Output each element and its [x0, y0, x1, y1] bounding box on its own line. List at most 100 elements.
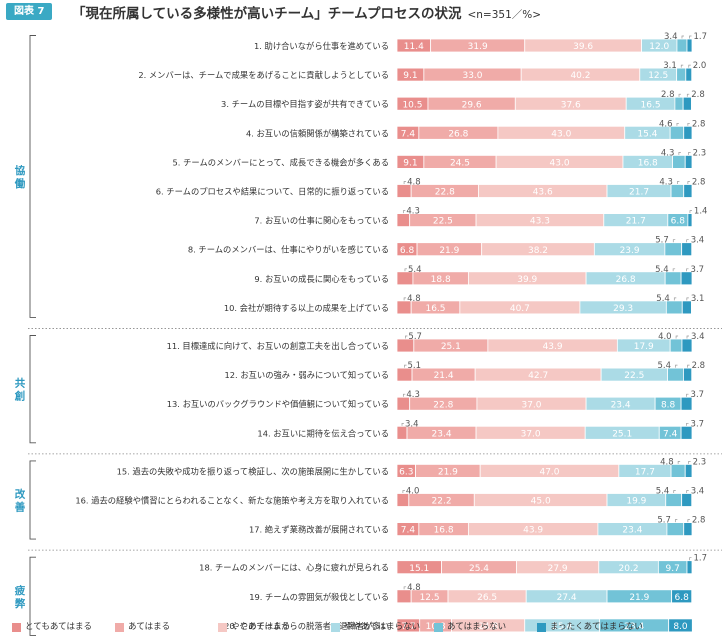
- data-label: 25.4: [552, 622, 572, 632]
- data-label: 33.0: [462, 71, 482, 81]
- bar-segment: [682, 96, 692, 111]
- data-label: 43.0: [551, 129, 571, 139]
- data-label-callout: 3.7: [691, 265, 705, 275]
- data-label: 25.4: [469, 564, 489, 574]
- legend-swatch: [331, 623, 340, 632]
- data-label-callout: 4.8: [407, 583, 421, 593]
- data-label: 25.1: [612, 429, 632, 439]
- leader-line: [672, 268, 676, 272]
- group-label: 疲: [15, 584, 26, 597]
- data-label: 9.7: [666, 564, 680, 574]
- data-label-callout: 5.7: [657, 516, 671, 526]
- leader-line: [689, 210, 692, 214]
- data-label-callout: 3.4: [691, 487, 705, 497]
- bar-segment: [683, 367, 693, 382]
- bar-segment: [672, 154, 686, 169]
- leader-line: [686, 93, 690, 97]
- data-label: 24.5: [450, 159, 470, 169]
- data-label: 8.8: [661, 400, 676, 410]
- item-label: 9. お互いの成長に関心をもっている: [254, 274, 389, 284]
- data-label: 43.3: [530, 217, 550, 227]
- data-label: 21.9: [439, 246, 459, 256]
- item-label: 15. 過去の失敗や成功を振り返って検証し、次の施策展開に生かしている: [117, 466, 389, 476]
- data-label: 12.0: [649, 42, 669, 52]
- data-label-callout: 3.4: [405, 419, 419, 429]
- data-label-callout: 4.3: [661, 148, 675, 158]
- data-label-callout: 4.3: [406, 207, 420, 217]
- data-label: 38.2: [528, 246, 548, 256]
- legend-label: ややあてはまらない: [344, 622, 421, 632]
- data-label: 26.8: [448, 129, 468, 139]
- legend-swatch: [115, 623, 124, 632]
- data-label: 31.9: [468, 42, 488, 52]
- item-label: 14. お互いに期待を伝え合っている: [257, 428, 389, 438]
- data-label-callout: 1.7: [693, 554, 707, 564]
- leader-line: [675, 335, 679, 339]
- data-label: 27.4: [557, 593, 577, 603]
- leader-line: [688, 461, 691, 464]
- figure-header: 図表 7 「現在所属している多様性が高いチーム」チームプロセスの状況 <n=351…: [0, 0, 728, 24]
- item-label: 20. このチームからの脱落者・退職者が多い: [224, 621, 389, 631]
- data-label: 47.0: [539, 468, 559, 478]
- leader-line: [680, 64, 684, 68]
- data-label-callout: 5.4: [656, 487, 670, 497]
- bar-segment: [681, 300, 692, 315]
- leader-line: [687, 519, 690, 523]
- leader-line: [687, 364, 690, 368]
- group-label: 共: [15, 377, 26, 390]
- data-label: 37.0: [521, 429, 541, 439]
- bar-segment: [670, 184, 685, 198]
- data-label: 23.4: [622, 526, 642, 536]
- data-label-callout: 2.3: [693, 148, 707, 158]
- data-label-callout: 5.1: [408, 361, 422, 371]
- bar-segment: [671, 589, 693, 604]
- legend-label: あてはまる: [128, 622, 171, 632]
- data-label-callout: 4.8: [407, 178, 421, 188]
- data-label-callout: 3.1: [663, 61, 677, 71]
- data-label: 6.3: [399, 468, 413, 478]
- leader-line: [686, 268, 689, 272]
- legend-label: あてはまらない: [447, 622, 507, 632]
- legend-swatch: [434, 623, 443, 632]
- data-label: 22.5: [624, 371, 644, 381]
- leader-line: [686, 239, 689, 243]
- leader-line: [688, 152, 691, 155]
- data-label: 16.5: [641, 100, 661, 110]
- data-label: 23.4: [611, 400, 631, 410]
- data-label: 21.7: [629, 188, 649, 198]
- data-label: 21.7: [626, 217, 646, 227]
- data-label: 21.4: [434, 371, 454, 381]
- item-label: 1. 助け合いながら仕事を進めている: [254, 41, 389, 51]
- bar-segment: [687, 213, 693, 228]
- data-label: 6.8: [675, 593, 690, 603]
- data-label-callout: 2.8: [661, 90, 675, 100]
- bar-segment: [683, 522, 693, 536]
- bar-segment: [681, 338, 693, 353]
- data-label: 29.6: [462, 100, 482, 110]
- leader-line: [673, 297, 677, 301]
- data-label-callout: 4.3: [406, 390, 420, 400]
- bar-segment: [686, 38, 693, 53]
- bar-segment: [683, 184, 693, 198]
- item-label: 6. チームのプロセスや結果について、日常的に振り返っている: [156, 187, 389, 197]
- data-label-callout: 1.4: [694, 207, 708, 217]
- data-label: 9.1: [403, 71, 417, 81]
- item-label: 8. チームのメンバーは、仕事にやりがいを感じている: [188, 245, 389, 255]
- data-label-callout: 3.7: [691, 390, 705, 400]
- data-label: 45.0: [531, 497, 551, 507]
- data-label-callout: 2.8: [692, 178, 706, 188]
- item-label: 13. お互いのバックグラウンドや価値観について知っている: [167, 399, 389, 409]
- data-label: 15.1: [409, 564, 429, 574]
- data-label-callout: 4.6: [659, 119, 673, 129]
- data-label: 23.4: [432, 429, 452, 439]
- data-label-callout: 4.0: [658, 332, 672, 342]
- bar-segment: [681, 242, 693, 257]
- data-label: 27.9: [548, 564, 568, 574]
- bar-segment: [676, 67, 687, 82]
- data-label: 40.7: [510, 304, 530, 314]
- data-label: 19.9: [626, 497, 646, 507]
- group-bracket: [29, 335, 36, 444]
- bar-segment: [684, 154, 693, 169]
- legend-swatch: [218, 623, 227, 632]
- data-label: 24.8: [478, 622, 498, 632]
